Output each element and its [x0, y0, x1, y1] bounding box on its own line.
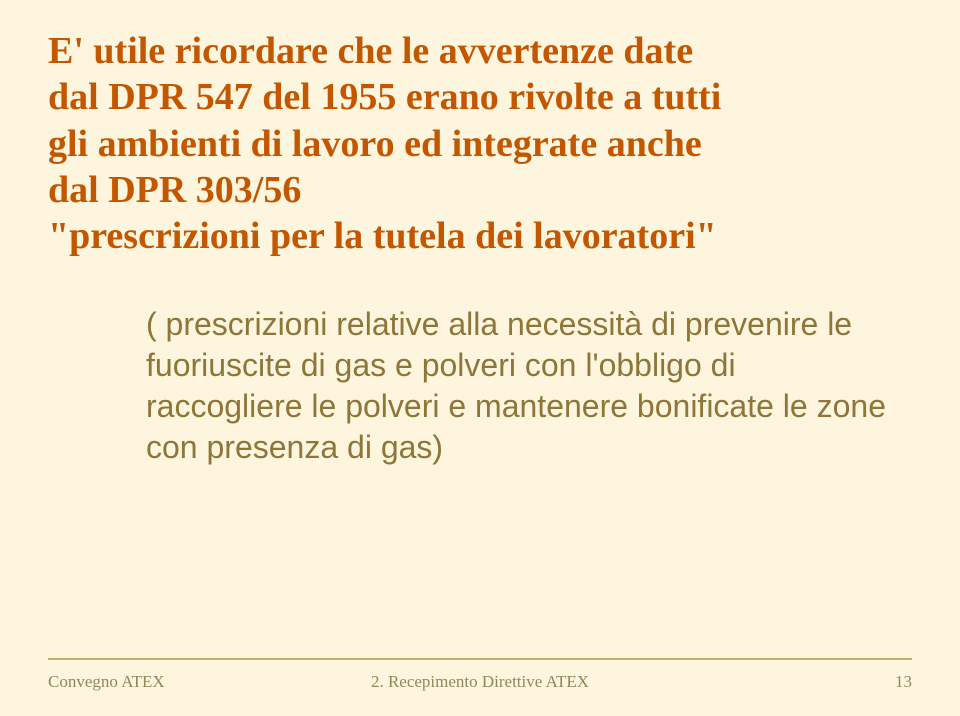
divider: [48, 658, 912, 660]
title-line: dal DPR 547 del 1955 erano rivolte a tut…: [48, 74, 912, 120]
footer-page-number: 13: [895, 672, 912, 692]
title-line: E' utile ricordare che le avvertenze dat…: [48, 28, 912, 74]
slide: E' utile ricordare che le avvertenze dat…: [0, 0, 960, 716]
title-line: dal DPR 303/56: [48, 167, 912, 213]
slide-title-block: E' utile ricordare che le avvertenze dat…: [48, 28, 912, 260]
footer-center: 2. Recepimento Direttive ATEX: [371, 672, 589, 692]
footer-left: Convegno ATEX: [48, 672, 165, 692]
title-line: "prescrizioni per la tutela dei lavorato…: [48, 213, 912, 259]
title-line: gli ambienti di lavoro ed integrate anch…: [48, 121, 912, 167]
slide-body-text: ( prescrizioni relative alla necessità d…: [48, 304, 912, 468]
slide-footer: Convegno ATEX 2. Recepimento Direttive A…: [48, 672, 912, 692]
